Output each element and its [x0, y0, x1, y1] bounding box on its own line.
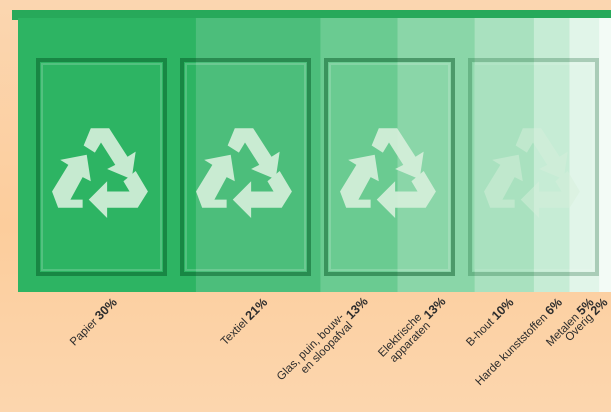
recycle-bin-3	[324, 58, 455, 276]
bar-segment-7	[569, 18, 600, 292]
bar-segment-8	[599, 18, 611, 292]
bar-segment-1	[18, 18, 197, 292]
bar-top-stripe	[12, 10, 611, 20]
recycle-bin-2	[180, 58, 311, 276]
recycle-bin-1	[36, 58, 167, 276]
bar-segment-5	[474, 18, 535, 292]
recycle-bin-4	[468, 58, 599, 276]
bar-segment-3	[320, 18, 399, 292]
